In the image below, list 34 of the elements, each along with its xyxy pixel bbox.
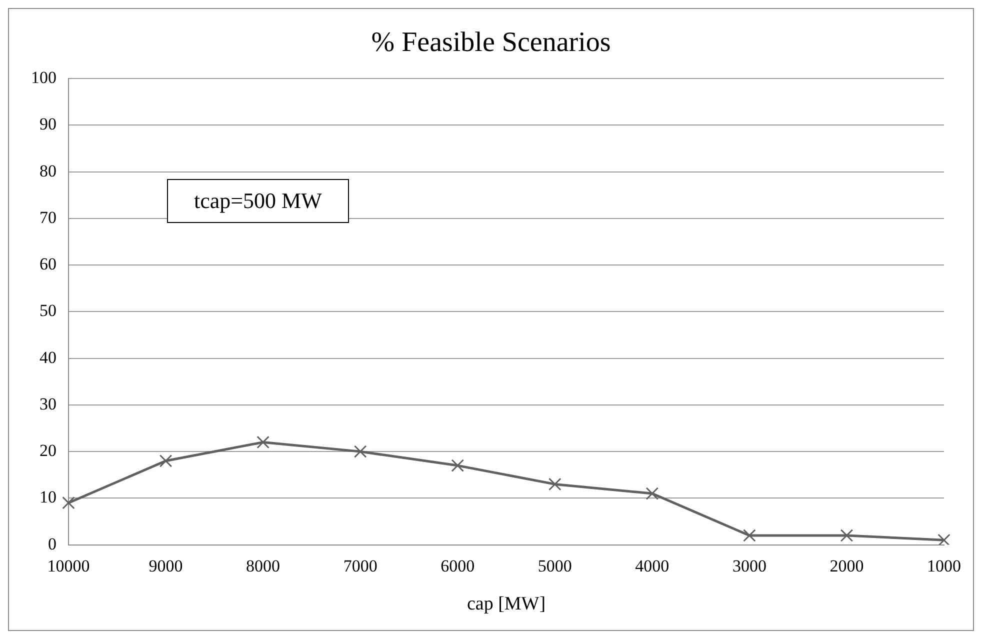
x-tick-label: 5000 bbox=[538, 556, 572, 576]
point bbox=[451, 459, 464, 472]
x-axis-title: cap [MW] bbox=[466, 594, 546, 615]
point bbox=[256, 436, 270, 449]
x-tick-label: 10000 bbox=[47, 556, 90, 576]
point bbox=[938, 534, 950, 545]
y-tick-label: 80 bbox=[40, 161, 56, 180]
y-tick-label: 100 bbox=[31, 68, 56, 88]
y-tick-label: 20 bbox=[40, 441, 56, 460]
x-tick-label: 9000 bbox=[148, 556, 183, 576]
y-tick-label: 30 bbox=[40, 394, 56, 414]
x-tick-label: 8000 bbox=[246, 556, 280, 576]
y-tick-label: 60 bbox=[40, 254, 56, 274]
point bbox=[840, 529, 854, 542]
x-tick-label: 2000 bbox=[830, 556, 864, 576]
point bbox=[743, 529, 756, 542]
y-tick-label: 90 bbox=[40, 114, 56, 134]
annotation: tcap=500 MW bbox=[167, 179, 349, 223]
point bbox=[646, 487, 659, 500]
point bbox=[159, 454, 172, 468]
y-tick-label: 0 bbox=[48, 534, 56, 554]
y-tick-label: 70 bbox=[40, 208, 56, 227]
point bbox=[354, 445, 367, 458]
point bbox=[548, 478, 562, 491]
x-tick-label: 4000 bbox=[635, 556, 670, 576]
x-tick-label: 6000 bbox=[440, 556, 475, 576]
x-tick-label: 1000 bbox=[927, 556, 961, 576]
y-tick-label: 50 bbox=[40, 301, 56, 320]
point bbox=[62, 496, 75, 510]
x-tick-label: 7000 bbox=[343, 556, 378, 576]
y-tick-label: 40 bbox=[40, 348, 56, 367]
x-tick-label: 3000 bbox=[732, 556, 766, 576]
y-tick-label: 10 bbox=[40, 488, 56, 507]
chart-title: % Feasible Scenarios bbox=[371, 27, 611, 58]
